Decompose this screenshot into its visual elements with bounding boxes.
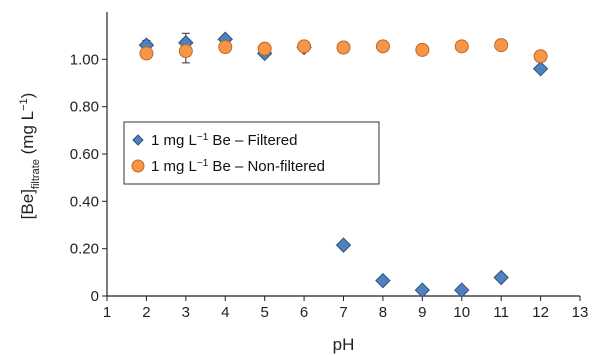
legend-circle-marker [131,159,145,173]
data-point-non-filtered [494,38,509,53]
legend-box [123,121,380,185]
y-axis-title-unit: (mg L [18,111,37,159]
legend-diamond-marker [132,134,144,146]
x-tick-label: 9 [418,304,426,321]
data-point-filtered [375,272,391,289]
x-tick-label: 13 [572,304,589,321]
data-point-filtered [493,269,509,286]
y-axis-title-unit-close: ) [18,93,37,99]
x-tick-label: 6 [300,304,308,321]
x-tick-label: 2 [142,304,150,321]
legend-label-non-filtered-post: Be – Non-filtered [208,158,325,175]
x-tick-labels: 1 2 3 4 5 6 7 8 9 10 11 12 13 [103,304,589,321]
legend-label-filtered-sup: −1 [197,132,209,143]
y-tick-labels: 0 0.20 0.40 0.60 0.80 1.00 [70,51,99,305]
y-tick-label: 0.40 [70,193,99,210]
data-point-filtered [454,282,470,298]
x-tick-label: 10 [453,304,470,321]
data-point-non-filtered [454,39,469,54]
y-axis-title-unit-superscript: −1 [18,98,30,111]
legend: 1 mg L−1 Be – Filtered 1 mg L−1 Be – Non… [123,121,380,185]
y-tick-label: 0 [91,288,99,305]
y-axis-title: [Be]filtrate (mg L−1) [18,93,42,220]
x-tick-label: 8 [379,304,387,321]
data-point-filtered [414,282,431,298]
data-point-non-filtered [533,49,548,64]
x-tick-label: 7 [339,304,347,321]
data-point-non-filtered [139,46,154,61]
x-tick-label: 5 [260,304,268,321]
legend-label-non-filtered-sup: −1 [197,158,209,169]
x-axis-title: pH [333,335,355,354]
legend-marker-filtered [132,134,144,146]
x-tick-label: 1 [103,304,111,321]
y-axis-title-base: [Be] [18,189,37,219]
y-tick-label: 0.20 [70,241,99,258]
x-tick-label: 4 [221,304,229,321]
x-tick-label: 3 [182,304,190,321]
data-point-non-filtered [178,44,193,59]
data-point-filtered [532,61,549,77]
legend-label-non-filtered: 1 mg L−1 Be – Non-filtered [151,158,325,176]
legend-label-filtered-pre: 1 mg L [151,132,197,149]
data-point-filtered [335,237,352,253]
legend-label-filtered: 1 mg L−1 Be – Filtered [151,132,297,150]
y-tick-label: 1.00 [70,51,99,68]
data-point-non-filtered [257,41,272,56]
y-axis-title-subscript: filtrate [30,159,42,189]
data-point-non-filtered [336,40,351,55]
data-points [138,31,549,298]
legend-label-filtered-post: Be – Filtered [208,132,297,149]
y-tick-label: 0.80 [70,99,99,116]
data-point-non-filtered [375,39,390,54]
data-point-non-filtered [297,39,312,54]
data-point-non-filtered [218,40,233,55]
x-tick-label: 12 [532,304,549,321]
y-tick-label: 0.60 [70,146,99,163]
data-point-non-filtered [415,42,430,57]
legend-label-non-filtered-pre: 1 mg L [151,158,197,175]
x-tick-label: 11 [493,304,509,321]
legend-marker-non-filtered [131,159,145,173]
